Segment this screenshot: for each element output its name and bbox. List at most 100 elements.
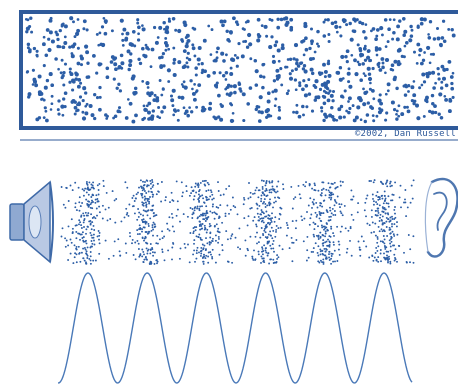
air-molecule-dot [262,202,264,205]
air-molecule-dot [386,254,388,257]
air-molecule-dot [312,247,315,250]
air-molecule-dot [394,248,397,251]
air-molecule-dot [226,238,229,241]
particle-dot [413,50,416,54]
air-molecule-dot [319,204,322,207]
particle-dot [138,61,143,66]
particle-dot [396,24,401,29]
particle-dot [225,29,229,34]
particle-dot [412,93,417,98]
air-molecule-dot [371,221,374,224]
particle-dot [184,36,188,39]
air-molecule-dot [143,253,145,256]
particle-dot [362,102,367,107]
air-molecule-dot [325,240,328,243]
air-molecule-dot [148,202,151,205]
particle-dot [289,27,294,32]
air-molecule-dot [192,230,195,233]
particle-dot [145,81,150,86]
particle-dot [368,87,372,91]
air-molecule-dot [78,201,81,204]
air-molecule-dot [364,201,367,204]
air-molecule-dot [87,188,90,191]
air-molecule-dot [178,257,181,260]
air-molecule-dot [151,248,154,251]
particle-dot [171,88,176,93]
air-molecule-dot [382,229,385,232]
air-molecule-dot [203,179,206,182]
particle-dot [192,97,197,102]
air-molecule-dot [79,221,82,224]
air-molecule-dot [270,247,273,250]
air-molecule-dot [200,249,203,252]
particle-dot [438,92,443,97]
particle-dot [365,113,370,117]
particle-dot [26,42,31,47]
particle-dot [155,96,160,100]
particle-dot [377,47,382,51]
air-molecule-dot [218,215,221,218]
air-molecule-dot [208,241,211,243]
particle-dot [35,54,39,58]
air-molecule-dot [145,247,148,250]
air-molecule-dot [329,209,332,212]
air-molecule-dot [388,239,391,242]
top-bar [20,10,458,14]
particle-dot [285,20,290,25]
air-molecule-dot [64,237,67,240]
air-molecule-dot [118,250,121,253]
air-molecule-dot [264,206,267,208]
air-molecule-dot [341,181,344,183]
air-molecule-dot [205,205,208,208]
air-molecule-dot [205,212,208,215]
particle-dot [78,95,83,99]
particle-dot [330,21,335,26]
air-molecule-dot [266,237,269,240]
particle-dot [340,54,345,59]
air-molecule-dot [151,204,154,207]
air-molecule-dot [260,200,263,203]
air-molecule-dot [136,239,139,242]
air-molecule-dot [89,203,92,206]
air-molecule-dot [192,232,195,235]
air-molecule-dot [383,190,386,193]
particle-dot [304,83,309,88]
particle-dot [375,53,379,57]
air-molecule-dot [300,215,303,218]
particle-dot [176,118,180,122]
air-molecule-dot [73,256,76,259]
air-molecule-dot [155,193,158,196]
air-molecule-dot [359,254,362,257]
air-molecule-dot [268,180,271,183]
air-molecule-dot [269,217,272,220]
particle-dot [427,33,430,36]
air-molecule-dot [257,189,260,192]
particle-dot [50,102,54,106]
air-molecule-dot [357,240,360,243]
air-molecule-dot [264,231,267,234]
air-molecule-dot [339,184,342,187]
particle-dot [167,17,171,21]
particle-dot [117,66,121,70]
air-molecule-dot [243,198,246,201]
air-molecule-dot [383,200,386,203]
particle-dot [292,110,296,114]
air-molecule-dot [265,195,268,198]
particle-dot [434,81,437,85]
air-molecule-dot [95,194,98,197]
air-molecule-dot [261,247,264,250]
particle-dot [137,57,141,62]
particle-dot [142,53,146,58]
particle-dot [181,65,186,70]
air-molecule-dot [155,242,158,245]
air-molecule-dot [239,248,242,250]
air-molecule-dot [204,184,207,187]
particle-dot [410,85,415,90]
air-molecule-dot [317,189,320,192]
air-molecule-dot [131,205,134,208]
air-molecule-dot [246,224,249,227]
particle-dot [392,77,397,82]
air-molecule-dot [262,221,265,224]
air-molecule-dot [197,236,200,239]
air-molecule-dot [152,184,155,187]
